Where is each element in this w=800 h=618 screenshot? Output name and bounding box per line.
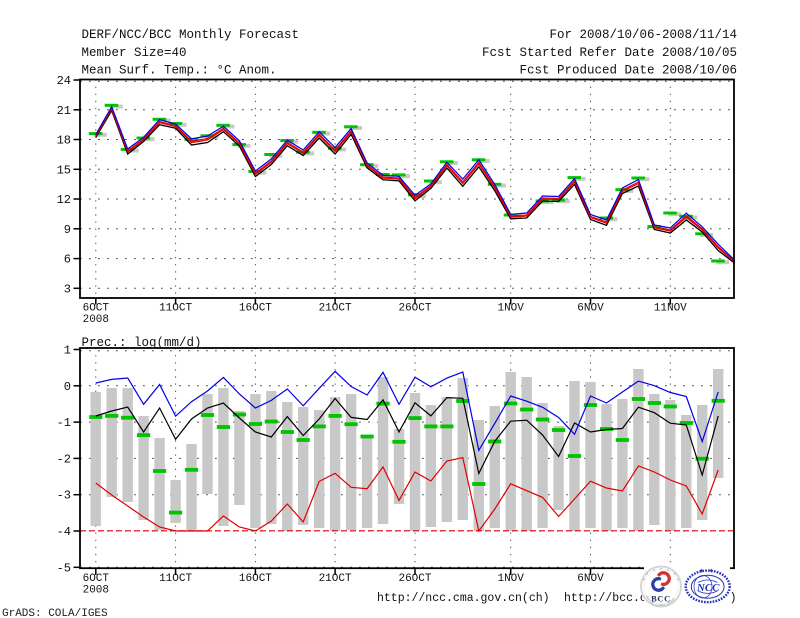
svg-text:11OCT: 11OCT <box>159 303 192 315</box>
svg-text:11NOV: 11NOV <box>654 303 687 315</box>
svg-text:GrADS: COLA/IGES: GrADS: COLA/IGES <box>2 608 108 618</box>
svg-text:18: 18 <box>57 134 71 148</box>
svg-text:26OCT: 26OCT <box>398 573 431 585</box>
svg-text:2008: 2008 <box>83 585 109 597</box>
svg-text:6NOV: 6NOV <box>577 303 604 315</box>
svg-text:6NOV: 6NOV <box>577 573 604 585</box>
svg-text:16OCT: 16OCT <box>239 573 272 585</box>
svg-text:-4: -4 <box>57 525 71 539</box>
svg-text:0: 0 <box>64 380 71 394</box>
svg-text:15: 15 <box>57 163 71 177</box>
svg-text:-1: -1 <box>57 416 71 430</box>
svg-text:2008: 2008 <box>83 314 109 326</box>
svg-text:6: 6 <box>64 253 71 267</box>
svg-text:http://ncc.cma.gov.cn(ch): http://ncc.cma.gov.cn(ch) <box>377 592 550 605</box>
svg-text:12: 12 <box>57 193 71 207</box>
svg-text:-3: -3 <box>57 489 71 503</box>
svg-text:11OCT: 11OCT <box>159 573 192 585</box>
svg-text:Prec.: log(mm/d): Prec.: log(mm/d) <box>82 336 202 350</box>
svg-text:DERF/NCC/BCC Monthly Forecast: DERF/NCC/BCC Monthly Forecast <box>82 28 300 42</box>
svg-text:21: 21 <box>57 104 71 118</box>
svg-text:6OCT: 6OCT <box>83 573 110 585</box>
svg-text:Mean Surf. Temp.: °C Anom.: Mean Surf. Temp.: °C Anom. <box>82 64 277 78</box>
svg-text:24: 24 <box>57 74 71 88</box>
svg-text:21OCT: 21OCT <box>319 573 352 585</box>
svg-text:16OCT: 16OCT <box>239 303 272 315</box>
svg-text:9: 9 <box>64 223 71 237</box>
svg-text:-5: -5 <box>57 561 71 575</box>
svg-text:1NOV: 1NOV <box>497 573 524 585</box>
svg-text:3: 3 <box>64 282 71 296</box>
svg-text:6OCT: 6OCT <box>83 303 110 315</box>
svg-text:Fcst Started Refer Date 2008/1: Fcst Started Refer Date 2008/10/05 <box>482 46 737 60</box>
svg-text:Member Size=40: Member Size=40 <box>82 46 187 60</box>
svg-text:BCC: BCC <box>651 594 671 604</box>
svg-text:26OCT: 26OCT <box>398 303 431 315</box>
svg-text:1NOV: 1NOV <box>497 303 524 315</box>
svg-text:21OCT: 21OCT <box>319 303 352 315</box>
svg-text:1: 1 <box>64 344 71 358</box>
svg-text:Fcst Produced Date 2008/10/06: Fcst Produced Date 2008/10/06 <box>519 64 737 78</box>
svg-text:For 2008/10/06-2008/11/14: For 2008/10/06-2008/11/14 <box>549 28 737 42</box>
svg-text:-2: -2 <box>57 452 71 466</box>
svg-text:NCC: NCC <box>696 582 720 594</box>
